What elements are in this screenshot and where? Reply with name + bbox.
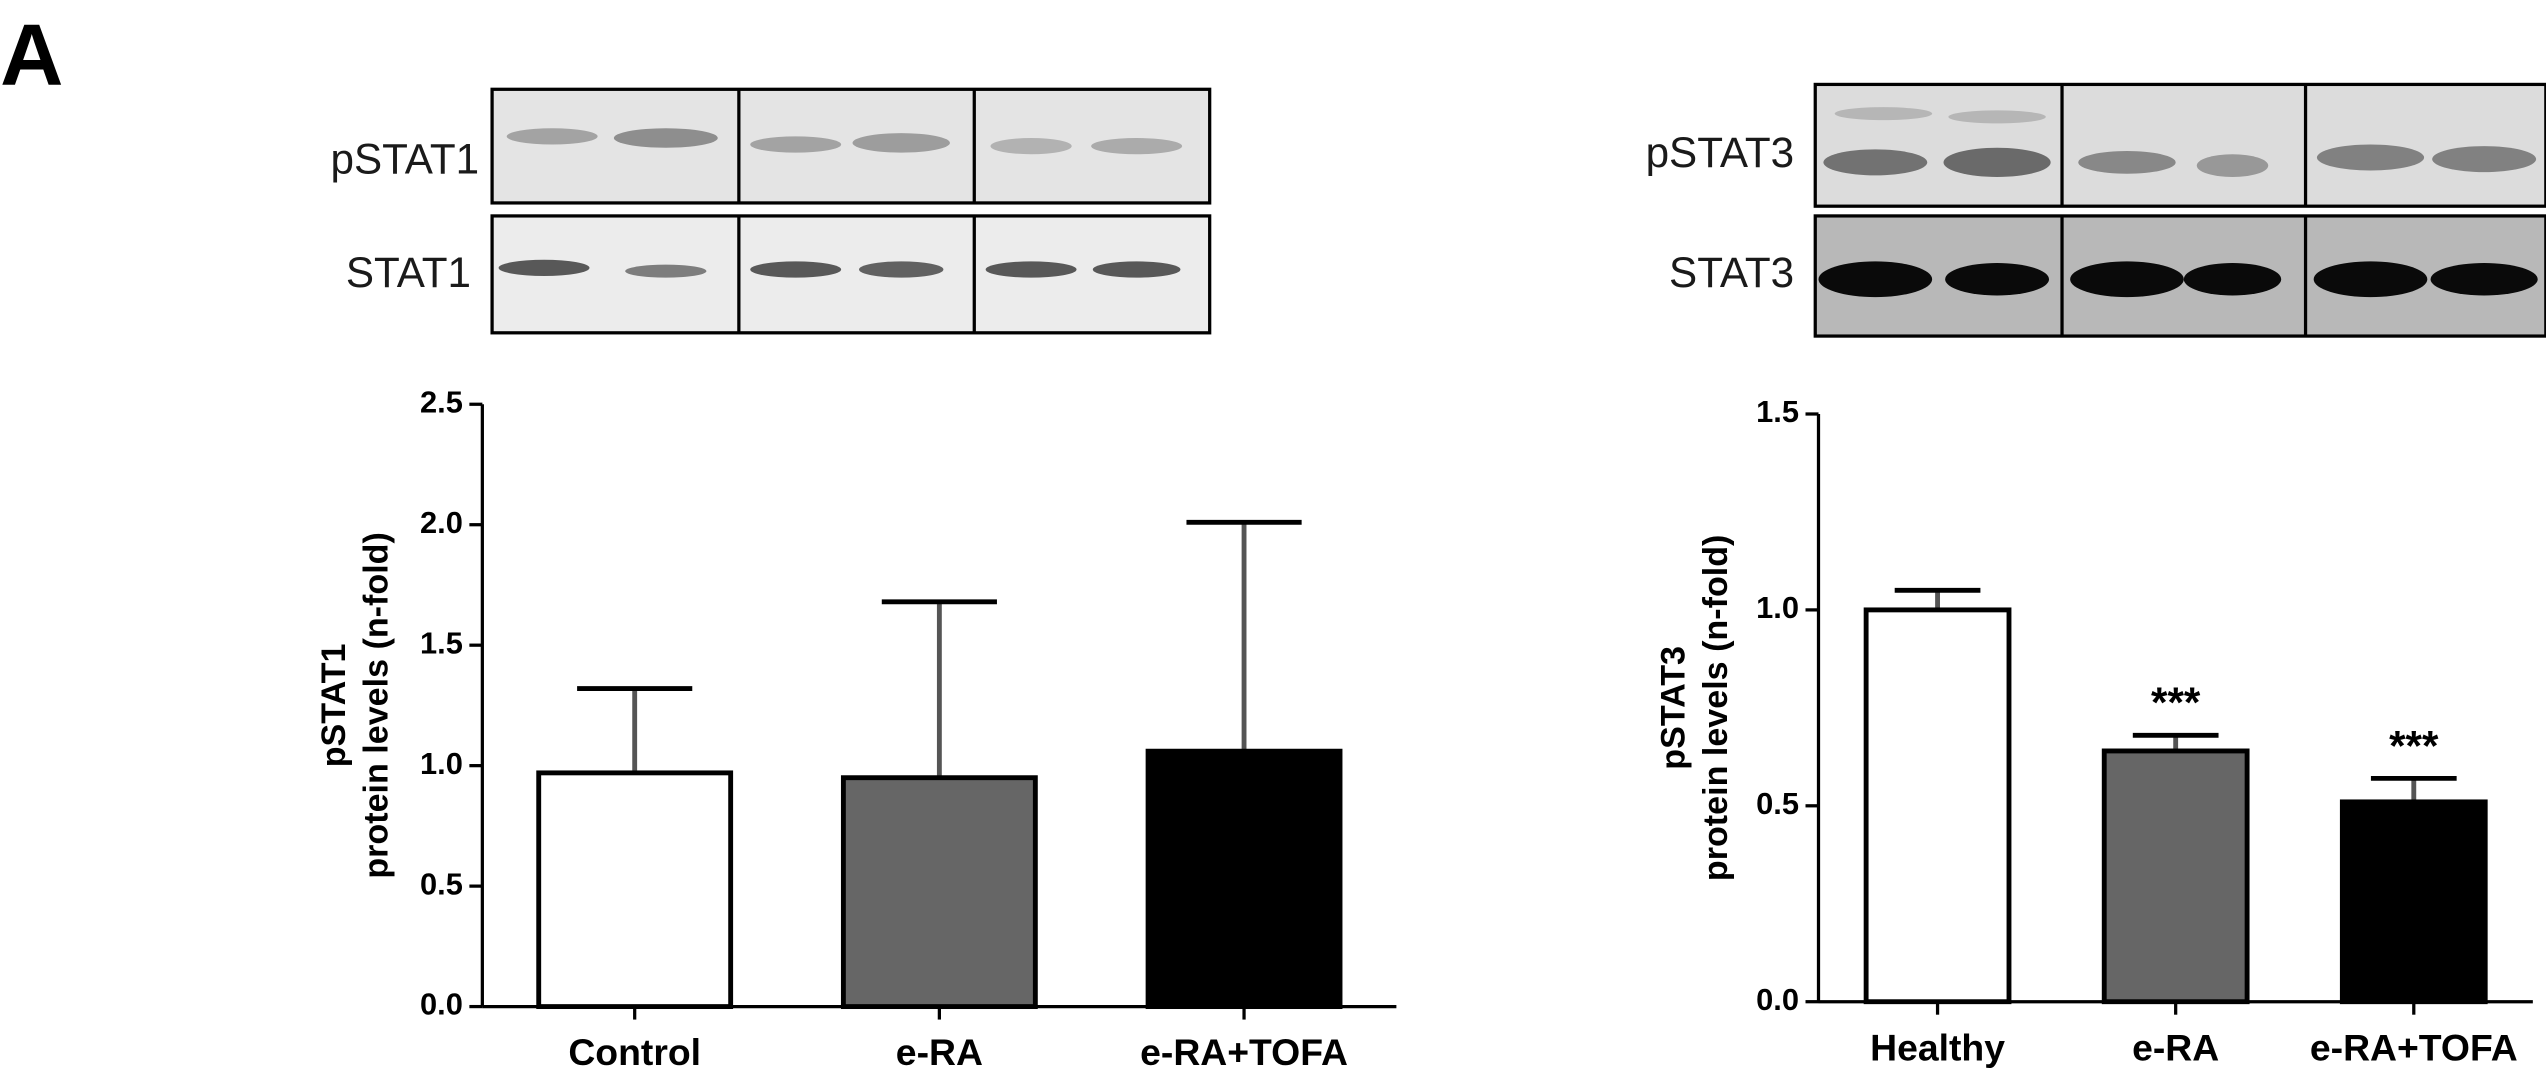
y-tick-label: 2.0 — [420, 505, 463, 540]
y-axis-label-line: protein levels (n-fold) — [357, 532, 395, 878]
blot-label: pSTAT1 — [331, 136, 480, 183]
x-tick-label: Healthy — [1870, 1026, 2005, 1068]
bar — [1863, 607, 2012, 1005]
blot-band — [613, 128, 718, 148]
y-tick-label: 0.0 — [420, 987, 463, 1022]
y-tick-label: 1.0 — [1756, 590, 1799, 625]
y-tick-label: 0.5 — [1756, 786, 1799, 821]
blot-band — [1092, 261, 1181, 278]
blot-band — [2196, 154, 2269, 177]
blot-band — [750, 136, 842, 153]
blot-band — [625, 264, 707, 278]
x-tick-label: e-RA — [896, 1031, 983, 1073]
blot-band — [1823, 149, 1928, 176]
blot-band — [1943, 147, 2051, 177]
y-tick-label: 0.5 — [420, 866, 463, 901]
panel-label: A — [0, 6, 63, 104]
blot-band — [985, 261, 1077, 278]
blot-band — [859, 261, 944, 278]
blot-band — [2316, 144, 2425, 171]
y-tick-label: 2.5 — [420, 384, 463, 419]
blot — [490, 214, 1212, 335]
blot-band — [1948, 110, 2046, 124]
blot-band — [2430, 263, 2538, 296]
blot-band — [1818, 261, 1933, 298]
x-tick-label: e-RA — [2132, 1026, 2219, 1068]
significance-label: *** — [2151, 679, 2201, 726]
blot-label: pSTAT3 — [1646, 129, 1795, 176]
significance-label: *** — [2389, 722, 2439, 769]
y-axis-label-line: pSTAT1 — [315, 644, 353, 768]
blot-label: STAT1 — [346, 249, 471, 296]
blot-band — [990, 137, 1072, 155]
bar — [2101, 748, 2250, 1005]
bar — [536, 770, 734, 1010]
blot-band — [506, 128, 598, 145]
bar — [1145, 748, 1343, 1010]
bar — [2339, 799, 2488, 1005]
y-axis-label-line: protein levels (n-fold) — [1697, 535, 1735, 881]
y-axis-label: pSTAT3 protein levels (n-fold) — [1655, 535, 1735, 881]
blot — [490, 87, 1212, 205]
blot-band — [1834, 107, 1933, 121]
blot-band — [2432, 146, 2537, 173]
blot-label: STAT3 — [1669, 249, 1794, 296]
y-tick-label: 1.5 — [420, 625, 463, 660]
blot-band — [852, 133, 950, 153]
x-tick-label: e-RA+TOFA — [2310, 1026, 2518, 1068]
y-axis-label: pSTAT1 protein levels (n-fold) — [315, 532, 395, 878]
y-tick-label: 1.0 — [420, 746, 463, 781]
blot-band — [2313, 261, 2428, 298]
blot-band — [2070, 261, 2184, 298]
x-tick-label: e-RA+TOFA — [1140, 1031, 1348, 1073]
y-tick-label: 0.0 — [1756, 982, 1799, 1017]
x-tick-label: Control — [568, 1031, 701, 1073]
y-tick-label: 1.5 — [1756, 394, 1799, 429]
blot-band — [2183, 263, 2282, 296]
blot-band — [2078, 150, 2176, 174]
blot-band — [750, 261, 842, 278]
blot-band — [1945, 263, 2050, 296]
bar — [840, 775, 1038, 1010]
blot — [1813, 82, 2546, 208]
blot-band — [1091, 137, 1183, 155]
blot-band — [498, 259, 590, 276]
y-axis-label-line: pSTAT3 — [1655, 646, 1693, 770]
